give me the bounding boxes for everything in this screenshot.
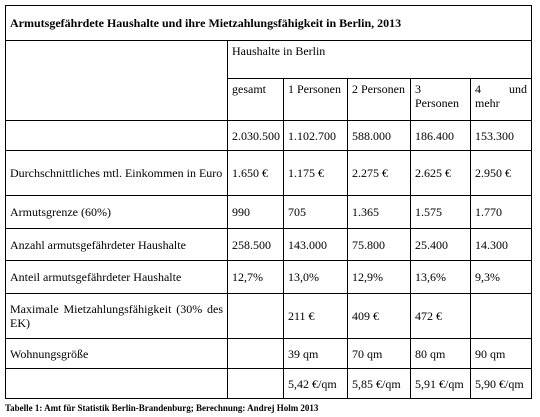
table-cell: 143.000 xyxy=(283,228,348,261)
row-label xyxy=(5,368,228,399)
table-cell: 39 qm xyxy=(283,338,348,369)
table-row: Anteil armutsgefährdeter Haushalte 12,7% 1… xyxy=(5,260,532,294)
table-cell: 153.300 xyxy=(470,120,532,151)
table-cell: 409 € xyxy=(347,293,411,339)
table-cell: 5,91 €/qm xyxy=(410,368,471,399)
table-cell: 2.030.500 xyxy=(227,120,284,151)
table-cell: 588.000 xyxy=(347,120,411,151)
table-cell: 13,0% xyxy=(283,260,348,294)
table-cell: 5,42 €/qm xyxy=(283,368,348,399)
table-row: Armutsgrenze (60%) 990 705 1.365 1.575 1.770 xyxy=(5,195,532,229)
table-cell: 258.500 xyxy=(227,228,284,261)
table-cell: 472 € xyxy=(410,293,471,339)
table-cell: 5,85 €/qm xyxy=(347,368,411,399)
column-header-row: gesamt 1 Personen 2 Personen 3 Personen 4 un… xyxy=(6,78,532,121)
group-header: Haushalte in Berlin xyxy=(227,40,532,79)
table-cell: 13,6% xyxy=(410,260,471,294)
row-label: Anteil armutsgefährdeter Haushalte xyxy=(5,260,228,294)
table-cell: 5,90 €/qm xyxy=(470,368,532,399)
table-cell: 1.102.700 xyxy=(283,120,348,151)
column-header: 4 und mehr xyxy=(470,78,532,121)
corner-cell xyxy=(5,40,228,121)
table: Armutsgefährdete Haushalte und ihre Miet… xyxy=(5,5,532,399)
table-cell: 90 qm xyxy=(470,338,532,369)
table-cell: 211 € xyxy=(283,293,348,339)
table-cell: 25.400 xyxy=(410,228,471,261)
table-cell: 1.365 xyxy=(347,195,411,229)
table-row: 2.030.500 1.102.700 588.000 186.400 153.300 xyxy=(5,120,532,151)
table-cell xyxy=(227,368,284,399)
table-cell: 2.625 € xyxy=(410,150,471,196)
row-label: Maximale Mietzahlungsfähigkeit (30% des … xyxy=(5,293,228,339)
column-header: 2 Personen xyxy=(347,78,411,121)
column-header: 1 Personen xyxy=(283,78,348,121)
table-row: Durchschnittliches mtl. Einkommen in Eur… xyxy=(5,150,532,196)
column-header: 3 Personen xyxy=(410,78,471,121)
table-cell: 75.800 xyxy=(347,228,411,261)
group-row: Haushalte in Berlin xyxy=(5,40,532,121)
row-label: Durchschnittliches mtl. Einkommen in Eur… xyxy=(5,150,228,196)
table-cell: 12,7% xyxy=(227,260,284,294)
table-cell: 12,9% xyxy=(347,260,411,294)
row-label: Anzahl armutsgefährdeter Haushalte xyxy=(5,228,228,261)
table-cell: 1.770 xyxy=(470,195,532,229)
table-cell xyxy=(227,293,284,339)
row-label: Armutsgrenze (60%) xyxy=(5,195,228,229)
table-title: Armutsgefährdete Haushalte und ihre Miet… xyxy=(5,5,532,41)
table-cell: 2.275 € xyxy=(347,150,411,196)
table-cell: 2.950 € xyxy=(470,150,532,196)
table-row: Wohnungsgröße 39 qm 70 qm 80 qm 90 qm xyxy=(5,338,532,369)
table-row: Anzahl armutsgefährdeter Haushalte 258.50… xyxy=(5,228,532,261)
table-cell xyxy=(470,293,532,339)
table-cell: 186.400 xyxy=(410,120,471,151)
table-row: Maximale Mietzahlungsfähigkeit (30% des … xyxy=(5,293,532,339)
row-label xyxy=(5,120,228,151)
table-cell: 80 qm xyxy=(410,338,471,369)
table-body: Armutsgefährdete Haushalte und ihre Miet… xyxy=(5,5,532,399)
table-row: 5,42 €/qm 5,85 €/qm 5,91 €/qm 5,90 €/qm xyxy=(5,368,532,399)
column-header: gesamt xyxy=(227,78,284,121)
row-label: Wohnungsgröße xyxy=(5,338,228,369)
table-cell: 9,3% xyxy=(470,260,532,294)
table-cell: 1.650 € xyxy=(227,150,284,196)
table-cell: 1.575 xyxy=(410,195,471,229)
caption: Tabelle 1: Amt für Statistik Berlin-Bran… xyxy=(5,403,319,413)
title-row: Armutsgefährdete Haushalte und ihre Miet… xyxy=(5,5,532,41)
table-cell: 70 qm xyxy=(347,338,411,369)
table-cell: 1.175 € xyxy=(283,150,348,196)
table-cell: 14.300 xyxy=(470,228,532,261)
table-cell xyxy=(227,338,284,369)
table-cell: 990 xyxy=(227,195,284,229)
table-cell: 705 xyxy=(283,195,348,229)
